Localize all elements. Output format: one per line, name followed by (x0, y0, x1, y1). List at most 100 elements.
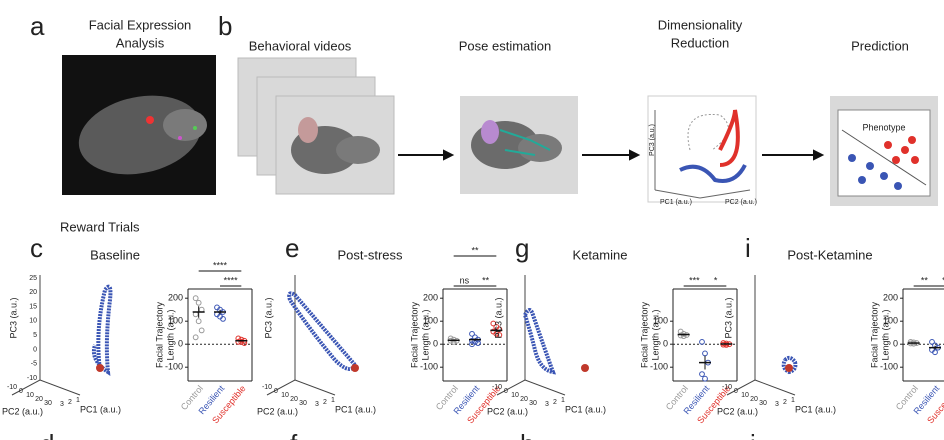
trajectory (781, 355, 798, 375)
trajectory (91, 284, 113, 376)
axis (266, 379, 296, 396)
axis-label: PC2 (a.u.) (2, 406, 43, 416)
pc3-tick-label: 10 (29, 318, 37, 325)
pc1-tick-label: 3 (60, 401, 64, 408)
data-point (195, 318, 202, 325)
axis (294, 379, 336, 396)
step-label: Reduction (671, 35, 730, 50)
trajectory-end (581, 364, 589, 372)
axis-label: PC3 (a.u.) (8, 297, 18, 338)
pc2-tick-label: 0 (19, 388, 23, 395)
pc3-tick-label: 20 (29, 289, 37, 296)
pc1-tick-label: 2 (553, 399, 557, 406)
data-point (702, 350, 708, 357)
pc2-tick-label: 10 (511, 392, 519, 399)
pc2-tick-label: 30 (529, 400, 537, 407)
data-point (235, 339, 242, 345)
significance-label: ns (460, 275, 470, 285)
y-tick-label: 0 (433, 339, 438, 349)
y-axis-label: Facial Trajectory (154, 301, 164, 368)
pc2-tick-label: 30 (759, 400, 767, 407)
data-point (192, 334, 199, 341)
trajectory (287, 291, 358, 371)
panel-letter: j (749, 429, 756, 440)
significance-label: **** (213, 260, 228, 270)
pc3-tick-label: -10 (27, 375, 37, 382)
panel-letter: f (290, 429, 298, 440)
panel-letter: h (520, 429, 534, 440)
y-tick-label: 200 (883, 293, 898, 303)
data-point (496, 326, 503, 333)
axis-label: PC3 (a.u.) (493, 297, 503, 338)
y-axis-label: Length (a.u.) (880, 309, 890, 360)
mouse-photo (62, 55, 216, 195)
panel-letter: d (40, 429, 54, 440)
panel-title: Post-Ketamine (787, 247, 872, 262)
significance-label: **** (224, 275, 239, 285)
significance-label: ** (471, 245, 479, 255)
pc1-tick-label: 3 (775, 401, 779, 408)
significance-label: ** (921, 275, 929, 285)
data-point (932, 349, 938, 356)
y-axis-label: Length (a.u.) (650, 309, 660, 360)
axis (39, 379, 81, 396)
data-point (469, 337, 475, 344)
step-label: Prediction (851, 38, 909, 53)
y-tick-label: 0 (663, 339, 668, 349)
pc3-tick-label: 0 (33, 346, 37, 353)
phenotype-label: Phenotype (862, 122, 905, 132)
y-axis-label: Facial Trajectory (409, 301, 419, 368)
arrows (398, 149, 825, 161)
section-title: Reward Trials (60, 219, 140, 234)
pc1-tick-label: 3 (545, 401, 549, 408)
panel-letter: a (30, 11, 45, 41)
pc-label: PC3 (a.u.) (649, 124, 656, 156)
y-tick-label: -100 (650, 362, 668, 372)
step-label: Pose estimation (459, 38, 552, 53)
panel-letter: g (515, 233, 529, 263)
axis-label: PC2 (a.u.) (257, 406, 298, 416)
y-tick-label: -100 (880, 362, 898, 372)
pc1-tick-label: 1 (791, 397, 795, 404)
data-point (699, 339, 705, 345)
data-point (238, 339, 245, 345)
pc2-tick-label: 30 (44, 400, 52, 407)
y-tick-label: 200 (168, 293, 183, 303)
pc2-tick-label: 10 (741, 392, 749, 399)
data-point (496, 332, 503, 338)
y-tick-label: 0 (893, 339, 898, 349)
pc1-tick-label: 1 (76, 397, 80, 404)
pc1-tick-label: 2 (68, 399, 72, 406)
axis-label: PC3 (a.u.) (263, 297, 273, 338)
panel-title: Baseline (90, 247, 140, 262)
panel-letter: b (218, 11, 232, 41)
y-tick-label: 200 (423, 293, 438, 303)
y-tick-label: 100 (883, 316, 898, 326)
y-tick-label: -100 (420, 362, 438, 372)
y-tick-label: 0 (178, 339, 183, 349)
axis-label: PC1 (a.u.) (80, 404, 121, 414)
data-point (490, 320, 497, 327)
y-tick-label: -100 (165, 362, 183, 372)
data-point (677, 332, 684, 339)
axis-label: PC1 (a.u.) (565, 404, 606, 414)
pc2-tick-label: 20 (35, 396, 43, 403)
y-axis-label: Length (a.u.) (420, 309, 430, 360)
y-tick-label: 100 (168, 316, 183, 326)
pc3-tick-label: 5 (33, 332, 37, 339)
pose-frame (460, 96, 578, 194)
data-point (699, 371, 705, 378)
pc2-tick-label: 10 (281, 392, 289, 399)
data-point (469, 341, 475, 348)
pca-frame (647, 95, 757, 203)
panel-letter: e (285, 233, 299, 263)
axis (726, 379, 756, 396)
data-point (220, 316, 226, 322)
video-frames (237, 57, 395, 195)
pc2-tick-label: -10 (262, 384, 272, 391)
axis-label: PC2 (a.u.) (487, 406, 528, 416)
trajectory-end (351, 364, 359, 372)
pc3-tick-label: 25 (29, 275, 37, 282)
axis-label: PC3 (a.u.) (723, 297, 733, 338)
